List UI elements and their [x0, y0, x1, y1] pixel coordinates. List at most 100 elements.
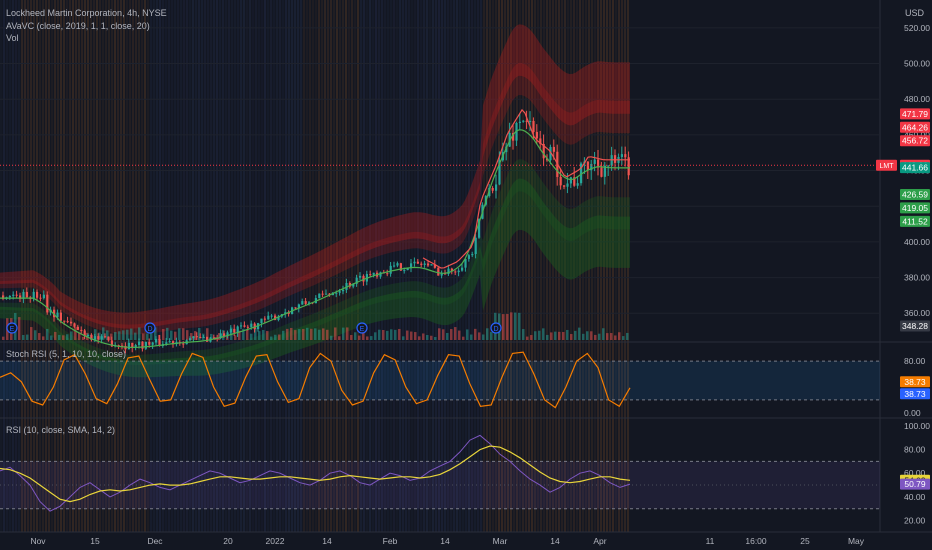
volume-bar	[150, 329, 153, 340]
price-badge-text: 50.79	[904, 479, 926, 489]
background-tint-bar	[225, 0, 227, 532]
indicator-label-avavc: AVaVC (close, 2019, 1, 1, close, 20)	[6, 21, 150, 31]
stoch-tick-label: 80.00	[904, 356, 926, 366]
rsi-tick-label: 20.00	[904, 516, 926, 526]
background-tint-bar	[228, 0, 230, 532]
background-tint-bar	[471, 0, 473, 532]
background-tint-bar	[288, 0, 290, 532]
background-tint-bar	[165, 0, 167, 532]
candle-body	[416, 261, 419, 264]
volume-bar	[402, 336, 405, 340]
candle-body	[450, 268, 453, 272]
background-tint-bar	[603, 0, 605, 532]
background-tint-bar	[195, 0, 197, 532]
background-tint-bar	[327, 0, 329, 532]
volume-bar	[326, 329, 329, 340]
background-tint-bar	[30, 0, 32, 532]
background-tint-bar	[237, 0, 239, 532]
volume-bar	[286, 328, 289, 340]
volume-bar	[466, 329, 469, 340]
rsi-ma-line	[0, 445, 631, 503]
volume-bar	[186, 330, 189, 340]
background-tint-bar	[366, 0, 368, 532]
background-tint-bar	[606, 0, 608, 532]
candle-body	[593, 159, 596, 164]
event-marker[interactable]: E	[6, 322, 18, 334]
background-tint-bar	[24, 0, 26, 532]
event-marker-letter: E	[360, 326, 365, 333]
background-tint-bar	[492, 0, 494, 532]
rsi-pane[interactable]	[0, 434, 880, 512]
background-tint-bar	[582, 0, 584, 532]
candle-body	[379, 272, 382, 277]
candle-body	[590, 163, 593, 171]
volume-bar	[42, 336, 45, 340]
background-tint-bar	[117, 0, 119, 532]
volume-bar	[18, 317, 21, 340]
background-tint-bar	[537, 0, 539, 532]
volume-bar	[138, 327, 141, 340]
volume-bar	[574, 330, 577, 340]
event-marker[interactable]: E	[356, 322, 368, 334]
background-tint-bar	[387, 0, 389, 532]
background-tint-bar	[231, 0, 233, 532]
background-tint-bar	[219, 0, 221, 532]
stoch-rsi-label: Stoch RSI (5, 1, 10, 10, close)	[6, 349, 127, 359]
background-tint-bar	[18, 0, 20, 532]
background-tint-bar	[513, 0, 515, 532]
candle-body	[532, 120, 535, 132]
volume-bar	[346, 327, 349, 340]
background-tint-bar	[255, 0, 257, 532]
background-tint-bar	[3, 0, 5, 532]
background-tint-bar	[216, 0, 218, 532]
volume-bar	[446, 332, 449, 340]
stoch-rsi-pane[interactable]	[0, 351, 880, 409]
candle-body	[80, 329, 83, 331]
candle-body	[396, 263, 399, 266]
background-tint-bar	[474, 0, 476, 532]
volume-bar	[458, 330, 461, 340]
background-tint-bar	[183, 0, 185, 532]
volume-bar	[570, 334, 573, 340]
background-tint-bar	[495, 0, 497, 532]
background-tint-bar	[153, 0, 155, 532]
candle-body	[243, 325, 246, 327]
background-tint-bar	[54, 0, 56, 532]
time-tick-label: 2022	[266, 536, 285, 546]
background-tint-bar	[624, 0, 626, 532]
background-tint-bar	[321, 0, 323, 532]
candle-body	[335, 292, 338, 294]
volume-bar	[362, 332, 365, 340]
candle-body	[321, 293, 324, 295]
background-tint-bar	[522, 0, 524, 532]
background-tint-bar	[405, 0, 407, 532]
candle-body	[2, 295, 5, 299]
background-tint-bar	[417, 0, 419, 532]
background-tint-bar	[189, 0, 191, 532]
volume-bar	[354, 332, 357, 340]
candle-body	[342, 289, 345, 292]
background-tint-bar	[69, 0, 71, 532]
axes[interactable]: 520.00500.00480.00460.00440.00420.00400.…	[30, 23, 930, 546]
candle-body	[83, 330, 86, 337]
volume-bar	[154, 327, 157, 340]
background-tint-bar	[108, 0, 110, 532]
candle-body	[219, 333, 222, 339]
volume-bar	[30, 327, 33, 340]
background-tint-bar	[135, 0, 137, 532]
volume-bar	[606, 333, 609, 340]
background-tint-bar	[270, 0, 272, 532]
candle-body	[284, 312, 287, 315]
background-tint-bar	[282, 0, 284, 532]
event-marker[interactable]: D	[144, 322, 156, 334]
background-tint-bar	[114, 0, 116, 532]
candle-body	[90, 334, 93, 340]
candle-body	[447, 268, 450, 274]
volume-bar	[274, 334, 277, 340]
volume-bar	[342, 327, 345, 340]
event-marker[interactable]: D	[490, 322, 502, 334]
volume-bar	[422, 333, 425, 340]
background-tint-bar	[81, 0, 83, 532]
